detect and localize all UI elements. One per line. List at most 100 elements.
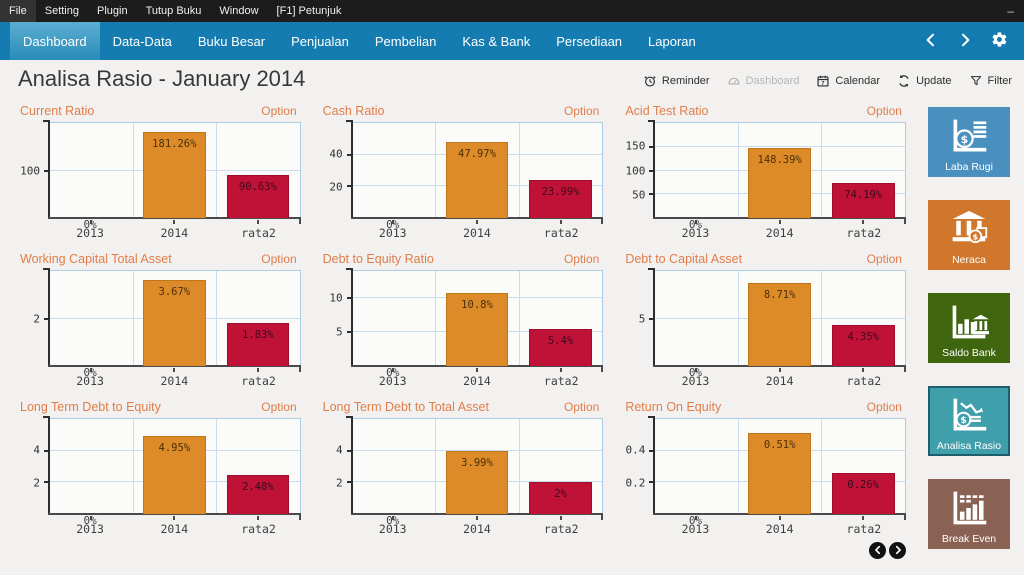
tile-neraca[interactable]: $ Neraca xyxy=(928,200,1010,270)
tab-buku-besar[interactable]: Buku Besar xyxy=(197,33,266,49)
menu-items: File Setting Plugin Tutup Buku Window [F1] Pe… xyxy=(0,0,350,22)
action-label: Dashboard xyxy=(745,75,800,87)
balance-sheet-bank-icon: $ xyxy=(946,200,992,254)
x-axis-line xyxy=(350,513,604,515)
calendar-button[interactable]: 7 Calendar xyxy=(816,74,880,88)
y-tick-mark xyxy=(44,449,48,452)
x-axis-endcap xyxy=(903,367,906,372)
category-label: rata2 xyxy=(241,374,276,388)
minimize-button[interactable]: – xyxy=(997,4,1024,18)
dashboard-button: Dashboard xyxy=(727,74,800,88)
x-tick-mark xyxy=(256,220,259,224)
filter-button[interactable]: Filter xyxy=(969,74,1012,88)
category-label: 2013 xyxy=(76,374,104,388)
chart-option-link[interactable]: Option xyxy=(866,400,902,414)
gear-icon xyxy=(991,31,1008,51)
tab-kas-bank[interactable]: Kas & Bank xyxy=(462,33,531,49)
x-tick-mark xyxy=(392,368,395,372)
update-button[interactable]: Update xyxy=(897,74,952,88)
y-tick-mark xyxy=(346,481,351,484)
bar-value-label: 10.8% xyxy=(461,298,493,311)
y-axis-endcap xyxy=(345,416,352,418)
chart-option-link[interactable]: Option xyxy=(261,252,297,266)
chart-header: Return On Equity Option xyxy=(619,398,906,418)
nav-tabs: Dashboard Data-Data Buku Besar Penjualan Pem… xyxy=(0,22,709,60)
category-label: 2013 xyxy=(378,374,407,388)
plot-area: 3.99% 2% xyxy=(345,416,604,520)
chart-header: Working Capital Total Asset Option xyxy=(14,250,301,270)
page-title: Analisa Rasio - January 2014 xyxy=(18,66,306,91)
y-tick-mark xyxy=(346,449,351,452)
zero-value-label: 0% xyxy=(386,514,400,527)
tab-laporan[interactable]: Laporan xyxy=(648,33,696,49)
x-tick-mark xyxy=(695,220,698,224)
profit-loss-chart-icon: $ xyxy=(946,107,992,161)
chart-title: Return On Equity xyxy=(625,400,722,414)
category-label: 2014 xyxy=(160,522,189,536)
tile-laba-rugi[interactable]: $ Laba Rugi xyxy=(928,107,1010,177)
horizontal-gridline xyxy=(351,449,603,451)
tab-dashboard[interactable]: Dashboard xyxy=(10,22,100,60)
y-axis-line xyxy=(350,268,353,367)
tile-break-even[interactable]: Break Even xyxy=(928,479,1010,549)
chart-header: Debt to Capital Asset Option xyxy=(619,250,906,270)
tile-analisa-rasio[interactable]: $ Analisa Rasio xyxy=(928,386,1010,456)
bar-2014: 3.99% xyxy=(445,450,509,514)
tile-saldo-bank[interactable]: Saldo Bank xyxy=(928,293,1010,363)
nav-next-button[interactable] xyxy=(952,28,978,54)
x-axis-endcap xyxy=(903,515,906,520)
menu-item-tutup-buku[interactable]: Tutup Buku xyxy=(145,5,202,17)
bar-value-label: 148.39% xyxy=(757,153,802,166)
category-label: 2013 xyxy=(76,226,104,240)
category-label: 2014 xyxy=(765,522,794,536)
chart-title: Acid Test Ratio xyxy=(625,104,709,118)
bar-value-label: 3.67% xyxy=(158,285,191,298)
plot-area: 10.8% 5.4% xyxy=(345,268,604,372)
nav-prev-button[interactable] xyxy=(918,28,944,54)
tab-pembelian[interactable]: Pembelian xyxy=(374,33,437,49)
bar-value-label: 2.48% xyxy=(242,480,274,493)
chart-option-link[interactable]: Option xyxy=(866,252,902,266)
category-label: rata2 xyxy=(543,374,579,388)
pager-prev-button[interactable] xyxy=(869,542,886,559)
tile-label: Neraca xyxy=(952,254,986,266)
menu-item-f1-petunjuk[interactable]: [F1] Petunjuk xyxy=(276,5,342,17)
tab-penjualan[interactable]: Penjualan xyxy=(291,33,349,49)
calendar-icon: 7 xyxy=(816,74,830,88)
x-axis-line xyxy=(48,513,301,515)
chart-option-link[interactable]: Option xyxy=(261,400,297,414)
tile-label: Laba Rugi xyxy=(945,161,993,173)
y-tick-label: 10 xyxy=(329,291,343,305)
reminder-button[interactable]: Reminder xyxy=(643,74,710,88)
bar-value-label: 4.95% xyxy=(158,441,191,454)
bar-value-label: 181.26% xyxy=(152,137,197,150)
chart-panel: Debt to Capital Asset Option 5 8.71% 4.35… xyxy=(619,250,906,394)
chart-option-link[interactable]: Option xyxy=(563,400,600,414)
chart-panel: Acid Test Ratio Option 50 100 150 148.39% 7… xyxy=(619,102,906,246)
chart-option-link[interactable]: Option xyxy=(563,104,600,118)
chart-option-link[interactable]: Option xyxy=(866,104,902,118)
settings-button[interactable] xyxy=(986,28,1012,54)
x-tick-mark xyxy=(173,516,176,520)
tab-data-data[interactable]: Data-Data xyxy=(112,33,172,49)
bar-value-label: 47.97% xyxy=(458,148,496,161)
category-label: 2013 xyxy=(681,226,710,240)
x-tick-mark xyxy=(778,368,781,372)
bar-value-label: 90.63% xyxy=(238,180,277,193)
pager-next-button[interactable] xyxy=(889,542,906,559)
menu-item-setting[interactable]: Setting xyxy=(44,5,79,17)
x-axis-endcap xyxy=(903,219,906,224)
horizontal-gridline xyxy=(654,145,905,147)
category-label: rata2 xyxy=(241,226,276,240)
tab-persediaan[interactable]: Persediaan xyxy=(556,33,623,49)
menu-item-window[interactable]: Window xyxy=(219,5,259,17)
chart-option-link[interactable]: Option xyxy=(261,104,297,118)
menu-item-file[interactable]: File xyxy=(0,0,36,22)
chart-body: 50 100 150 148.39% 74.19% xyxy=(619,120,906,224)
vertical-gridline xyxy=(435,419,437,514)
menu-item-plugin[interactable]: Plugin xyxy=(96,5,128,17)
chart-option-link[interactable]: Option xyxy=(563,252,600,266)
chart-panel: Debt to Equity Ratio Option 5 10 10.8% 5.4… xyxy=(317,250,604,394)
category-label: 2013 xyxy=(681,374,710,388)
